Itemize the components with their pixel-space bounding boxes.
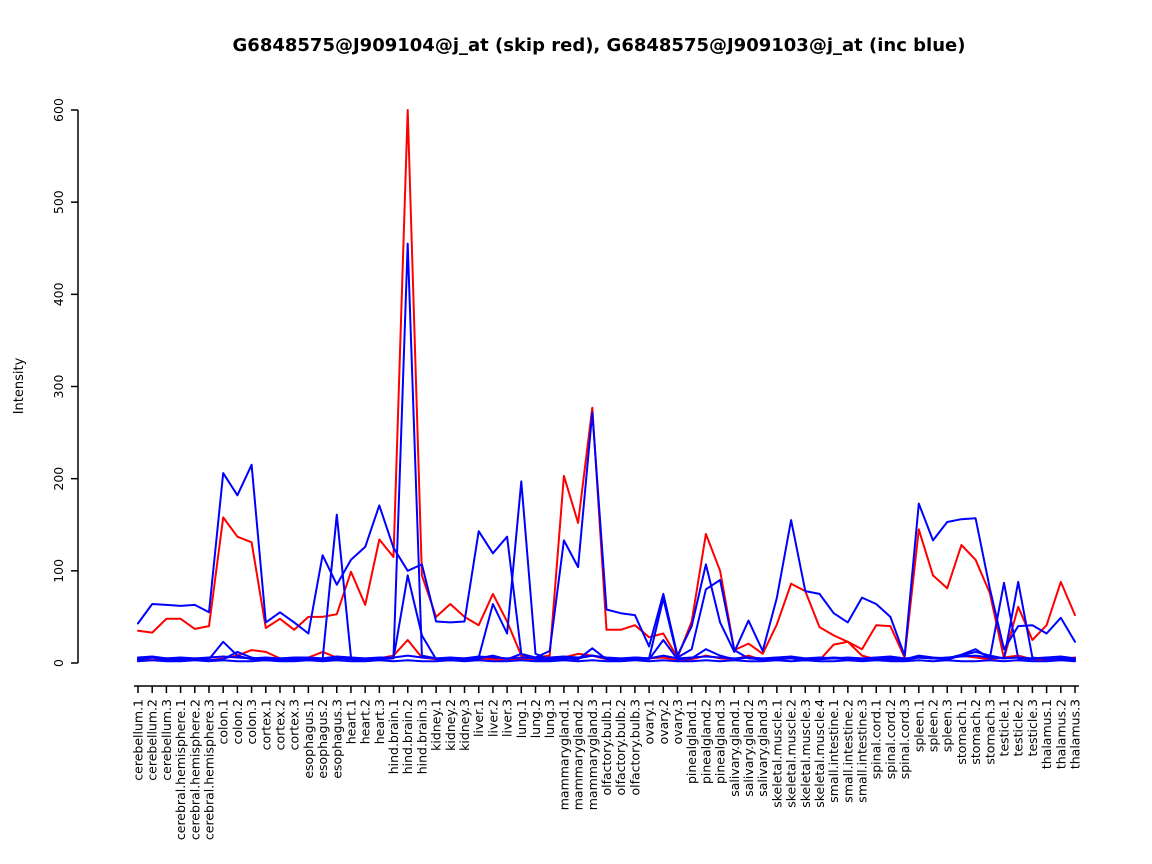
x-tick-label: pinealgland.2 [698, 699, 713, 784]
x-tick-label: small.intestine.2 [840, 699, 855, 803]
x-tick-label: ovary.2 [656, 699, 671, 744]
x-tick-label: pinealgland.3 [713, 699, 728, 784]
x-tick-label: colon.3 [244, 699, 259, 745]
x-tick-label: spleen.3 [940, 699, 955, 752]
y-tick-label: 400 [51, 282, 66, 306]
x-tick-label: spleen.1 [911, 699, 926, 752]
series-line-inc-blue-flat-low [137, 659, 1076, 663]
x-tick-label: small.intestine.3 [855, 699, 870, 803]
y-axis-label: Intensity [12, 357, 27, 414]
x-tick-label: salivary.gland.1 [727, 699, 742, 797]
x-tick-label: esophagus.2 [315, 699, 330, 779]
x-tick-label: skeletal.muscle.1 [769, 699, 784, 808]
x-tick-label: liver.2 [485, 699, 500, 737]
x-tick-label: olfactory.bulb.3 [627, 699, 642, 796]
x-tick-label: skeletal.muscle.4 [812, 699, 827, 808]
x-tick-label: hind.brain.2 [400, 699, 415, 774]
y-tick-label: 300 [51, 375, 66, 399]
x-tick-label: lung.3 [542, 699, 557, 738]
x-tick-label: heart.1 [343, 699, 358, 744]
x-tick-label: kidney.1 [429, 699, 444, 751]
y-tick-label: 200 [51, 467, 66, 491]
x-tick-label: stomach.1 [954, 699, 969, 765]
x-tick-label: spinal.cord.1 [869, 699, 884, 779]
x-tick-label: spinal.cord.3 [897, 699, 912, 779]
x-tick-label: testicle.3 [1025, 699, 1040, 756]
x-tick-label: stomach.2 [968, 699, 983, 765]
x-tick-label: colon.2 [230, 699, 245, 745]
x-tick-label: cerebellum.1 [131, 699, 146, 781]
x-tick-label: mammarygland.1 [556, 699, 571, 810]
x-tick-label: cerebral.hemisphere.2 [187, 699, 202, 840]
x-tick-label: cortex.1 [258, 699, 273, 750]
x-tick-label: cortex.3 [287, 699, 302, 750]
x-tick-label: stomach.3 [982, 699, 997, 765]
x-tick-label: pinealgland.1 [684, 699, 699, 784]
x-tick-label: testicle.2 [1011, 699, 1026, 756]
x-tick-label: mammarygland.2 [571, 699, 586, 810]
x-tick-label: colon.1 [216, 699, 231, 745]
x-tick-label: thalamus.3 [1068, 699, 1083, 769]
x-tick-label: salivary.gland.2 [741, 699, 756, 797]
x-tick-label: skeletal.muscle.3 [798, 699, 813, 808]
x-tick-label: esophagus.1 [301, 699, 316, 779]
series-line-skip-red-main [137, 109, 1076, 660]
x-tick-label: ovary.1 [642, 699, 657, 744]
series-line-inc-blue-spiky [137, 242, 1076, 661]
x-tick-label: lung.2 [528, 699, 543, 738]
x-tick-label: hind.brain.3 [414, 699, 429, 774]
chart-title: G6848575@J909104@j_at (skip red), G68485… [233, 35, 966, 56]
series-lines [137, 109, 1076, 663]
x-tick-label: small.intestine.1 [826, 699, 841, 803]
x-tick-label: kidney.3 [457, 699, 472, 751]
x-tick-label: cerebral.hemisphere.1 [173, 699, 188, 840]
x-tick-label: salivary.gland.3 [755, 699, 770, 797]
x-tick-label: olfactory.bulb.1 [599, 699, 614, 796]
x-tick-label: liver.1 [471, 699, 486, 737]
x-tick-label: mammarygland.3 [585, 699, 600, 810]
y-tick-label: 100 [51, 559, 66, 583]
x-tick-label: spinal.cord.2 [883, 699, 898, 779]
y-tick-label: 0 [51, 659, 66, 667]
x-tick-label: hind.brain.1 [386, 699, 401, 774]
x-tick-label: skeletal.muscle.2 [784, 699, 799, 808]
y-tick-label: 600 [51, 98, 66, 122]
x-tick-label: spleen.2 [926, 699, 941, 752]
x-tick-label: heart.3 [372, 699, 387, 744]
x-tick-label: esophagus.3 [329, 699, 344, 779]
x-tick-label: heart.2 [358, 699, 373, 744]
x-tick-label: thalamus.2 [1053, 699, 1068, 769]
x-tick-label: cortex.2 [272, 699, 287, 750]
x-tick-label: ovary.3 [670, 699, 685, 744]
x-tick-label: liver.3 [500, 699, 515, 737]
series-line-inc-blue-main [137, 411, 1076, 659]
x-tick-label: cerebellum.3 [159, 699, 174, 781]
x-tick-label: kidney.2 [443, 699, 458, 751]
x-tick-label: cerebral.hemisphere.3 [201, 699, 216, 840]
y-tick-label: 500 [51, 190, 66, 214]
x-tick-label: lung.1 [514, 699, 529, 738]
x-tick-label: thalamus.1 [1039, 699, 1054, 769]
x-tick-label: cerebellum.2 [145, 699, 160, 781]
x-tick-label: testicle.1 [997, 699, 1012, 756]
x-tick-label: olfactory.bulb.2 [613, 699, 628, 796]
